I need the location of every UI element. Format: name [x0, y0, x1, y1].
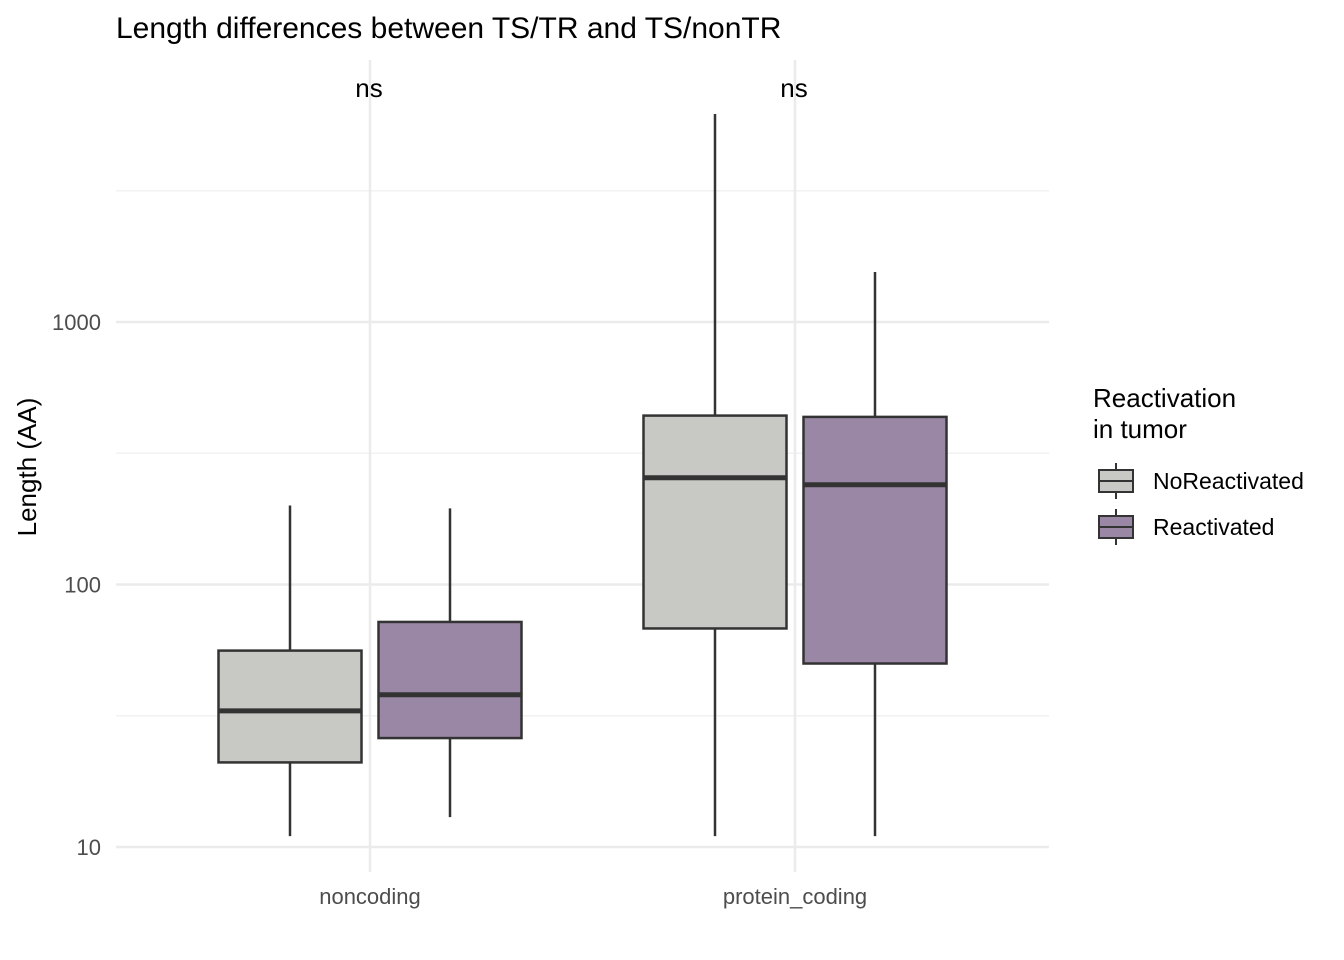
box-iqr: [802, 415, 948, 665]
x-axis-ticks: noncoding protein_coding: [319, 884, 867, 909]
x-tick-label: protein_coding: [723, 884, 867, 909]
box-iqr: [217, 649, 363, 764]
legend-label: Reactivated: [1153, 514, 1274, 540]
significance-annotations: ns ns: [355, 73, 807, 103]
box-reactivated-protein_coding: [802, 272, 948, 837]
grid-lines: [116, 60, 1049, 872]
box-reactivated-noncoding: [377, 508, 523, 818]
box-iqr: [377, 620, 523, 740]
legend-item-noreactivated: NoReactivated: [1098, 463, 1304, 499]
y-axis-ticks: 10 100 1000: [52, 310, 101, 860]
legend: Reactivation in tumor NoReactivated React…: [1093, 383, 1304, 545]
y-axis-title: Length (AA): [12, 398, 42, 537]
box-noreactivated-protein_coding: [642, 113, 788, 837]
legend-item-reactivated: Reactivated: [1098, 509, 1274, 545]
legend-label: NoReactivated: [1153, 468, 1304, 494]
box-noreactivated-noncoding: [217, 505, 363, 837]
y-tick-label: 100: [64, 573, 101, 598]
significance-label: ns: [780, 73, 807, 103]
box-iqr: [642, 414, 788, 630]
y-tick-label: 10: [77, 835, 101, 860]
x-tick-label: noncoding: [319, 884, 421, 909]
significance-label: ns: [355, 73, 382, 103]
y-tick-label: 1000: [52, 310, 101, 335]
chart-title: Length differences between TS/TR and TS/…: [116, 12, 781, 45]
boxes-layer: [217, 113, 948, 837]
legend-title-line-1: Reactivation: [1093, 383, 1236, 413]
legend-title-line-2: in tumor: [1093, 414, 1187, 444]
